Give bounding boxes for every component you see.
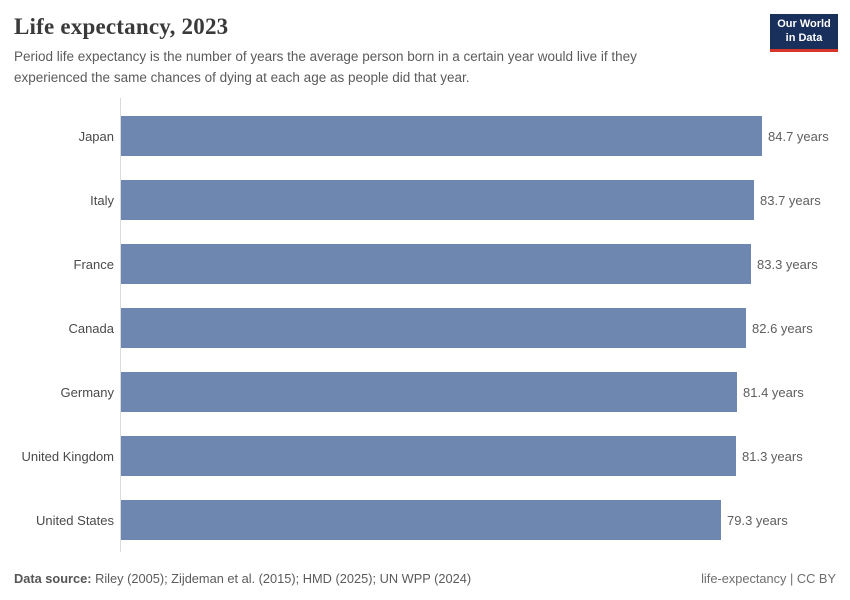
bar-area: 79.3 years bbox=[114, 500, 836, 540]
country-label: United Kingdom bbox=[21, 448, 115, 464]
y-axis-line bbox=[120, 98, 121, 552]
bar-area: 84.7 years bbox=[114, 116, 836, 156]
bar-value-label: 83.7 years bbox=[760, 192, 821, 208]
bar-row: Germany 81.4 years bbox=[14, 372, 836, 412]
bar-row: Japan 84.7 years bbox=[14, 116, 836, 156]
bar-row: Italy 83.7 years bbox=[14, 180, 836, 220]
bar[interactable] bbox=[121, 244, 751, 284]
bar-row: United States 79.3 years bbox=[14, 500, 836, 540]
country-label: United States bbox=[35, 512, 114, 528]
bar-area: 81.3 years bbox=[114, 436, 836, 476]
data-source-label: Data source: bbox=[14, 571, 92, 586]
data-source-note: Data source: Riley (2005); Zijdeman et a… bbox=[14, 571, 471, 586]
bar-value-label: 83.3 years bbox=[757, 256, 818, 272]
bar[interactable] bbox=[121, 308, 746, 348]
bar[interactable] bbox=[121, 372, 737, 412]
owid-logo[interactable]: Our World in Data bbox=[770, 14, 838, 52]
country-label: Canada bbox=[68, 320, 114, 336]
bar-value-label: 82.6 years bbox=[752, 320, 813, 336]
bar-row: France 83.3 years bbox=[14, 244, 836, 284]
bar[interactable] bbox=[121, 116, 762, 156]
chart-subtitle: Period life expectancy is the number of … bbox=[14, 49, 637, 85]
country-label: France bbox=[73, 256, 114, 272]
bar-area: 83.7 years bbox=[114, 180, 836, 220]
bar-area: 81.4 years bbox=[114, 372, 836, 412]
bar[interactable] bbox=[121, 500, 721, 540]
bar-chart: Japan 84.7 years Italy 83.7 years France… bbox=[14, 98, 836, 552]
bar-value-label: 81.4 years bbox=[743, 384, 804, 400]
header: Life expectancy, 2023 Period life expect… bbox=[0, 0, 850, 89]
bar-value-label: 81.3 years bbox=[742, 448, 803, 464]
bar-row: United Kingdom 81.3 years bbox=[14, 436, 836, 476]
license-link[interactable]: life-expectancy | CC BY bbox=[701, 571, 836, 586]
data-source-text: Riley (2005); Zijdeman et al. (2015); HM… bbox=[91, 571, 472, 586]
bar-value-label: 79.3 years bbox=[727, 512, 788, 528]
country-label: Japan bbox=[78, 128, 114, 144]
page-title: Life expectancy, 2023 bbox=[14, 14, 229, 39]
bar[interactable] bbox=[121, 436, 736, 476]
bar-area: 82.6 years bbox=[114, 308, 836, 348]
owid-logo-line1: Our World bbox=[777, 18, 831, 30]
bar[interactable] bbox=[121, 180, 754, 220]
bar-area: 83.3 years bbox=[114, 244, 836, 284]
bar-value-label: 84.7 years bbox=[768, 128, 829, 144]
bar-row: Canada 82.6 years bbox=[14, 308, 836, 348]
country-label: Germany bbox=[60, 384, 114, 400]
header-text: Life expectancy, 2023 Period life expect… bbox=[14, 14, 714, 89]
chart-rows: Japan 84.7 years Italy 83.7 years France… bbox=[14, 116, 836, 540]
footer: Data source: Riley (2005); Zijdeman et a… bbox=[14, 571, 836, 586]
country-label: Italy bbox=[90, 192, 114, 208]
owid-logo-line2: in Data bbox=[785, 31, 823, 44]
